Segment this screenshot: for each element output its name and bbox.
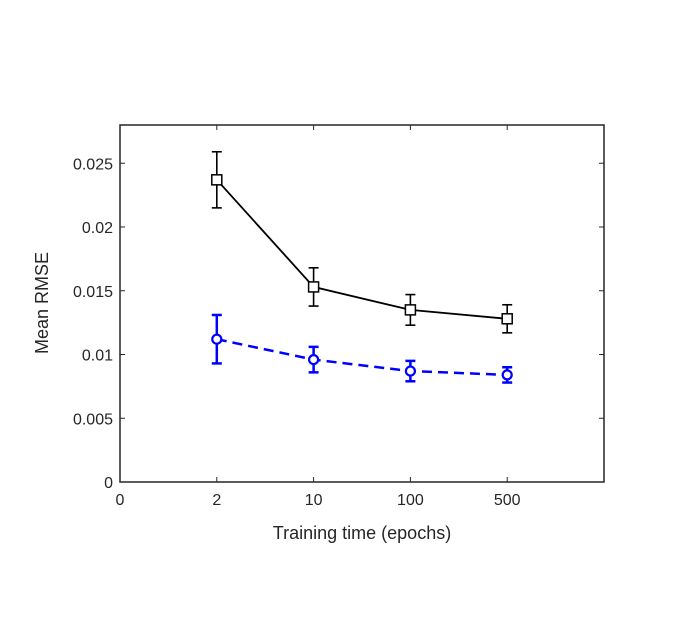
data-point <box>308 354 320 366</box>
series-line <box>216 337 508 377</box>
y-tick-label: 0.015 <box>73 284 113 301</box>
x-tick-label: 500 <box>494 492 521 509</box>
data-point <box>404 365 416 377</box>
x-tick-label: 10 <box>305 492 323 509</box>
series-layer <box>211 150 513 384</box>
x-tick-label: 2 <box>212 492 221 509</box>
x-tick-label: 100 <box>397 492 424 509</box>
data-point <box>307 281 320 293</box>
series-line <box>216 179 508 320</box>
y-tick-label: 0.005 <box>73 411 113 428</box>
ticks-layer: 0 2 10 100 500 0 0.005 0.01 0.015 0.02 0.025 <box>73 125 604 509</box>
data-point <box>501 369 513 381</box>
x-axis-label: Training time (epochs) <box>273 523 451 543</box>
y-tick-label: 0.02 <box>82 220 113 237</box>
axes-box <box>119 124 605 483</box>
y-tick-label: 0.025 <box>73 156 113 173</box>
x-tick-label: 0 <box>116 492 125 509</box>
data-point <box>211 174 223 186</box>
plot-area <box>120 125 604 482</box>
data-point <box>501 313 513 325</box>
data-point <box>404 304 417 316</box>
y-axis-label: Mean RMSE <box>32 252 52 354</box>
y-tick-label: 0 <box>104 475 113 492</box>
data-point <box>211 333 223 345</box>
y-tick-label: 0.01 <box>82 348 113 365</box>
